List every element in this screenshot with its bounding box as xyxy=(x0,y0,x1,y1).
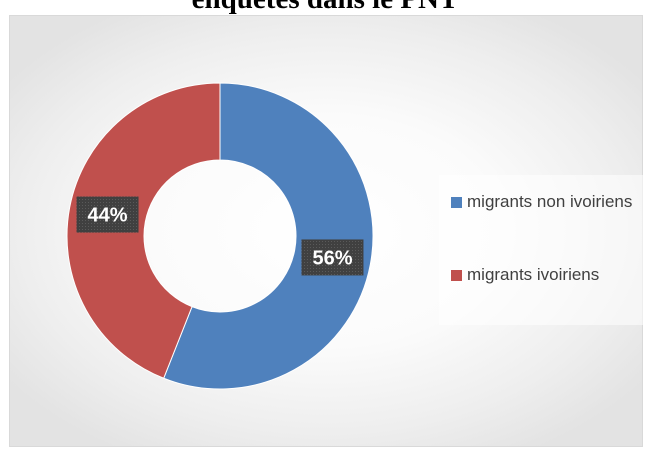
chart-area: 56% 44% migrants non ivoiriens migrants i… xyxy=(9,15,650,447)
legend-item-migrants-ivoiriens: migrants ivoiriens xyxy=(451,260,642,289)
data-label: 56% xyxy=(301,239,364,276)
data-labels: 56% 44% xyxy=(76,196,364,276)
legend-item-migrants-non-ivoiriens: migrants non ivoiriens xyxy=(451,187,642,216)
legend-label: migrants ivoiriens xyxy=(467,265,600,284)
slice-migrants-ivoiriens xyxy=(66,82,221,379)
legend-label: migrants non ivoiriens xyxy=(467,192,633,211)
legend: migrants non ivoiriens migrants ivoirien… xyxy=(439,175,650,325)
legend-swatch xyxy=(451,270,462,281)
chart-title: enquêtés dans le PNT xyxy=(0,0,650,16)
data-label-text: 44% xyxy=(88,205,128,227)
chart-title-strip: enquêtés dans le PNT xyxy=(0,0,650,16)
data-label-text: 56% xyxy=(312,247,352,269)
doughnut-slices xyxy=(66,82,374,390)
legend-swatch xyxy=(451,197,462,208)
data-label: 44% xyxy=(76,196,139,233)
slice-migrants-non-ivoiriens xyxy=(163,82,374,390)
doughnut-chart: 56% 44% xyxy=(66,82,374,390)
data-label-background xyxy=(301,239,364,276)
data-label-background xyxy=(76,196,139,233)
